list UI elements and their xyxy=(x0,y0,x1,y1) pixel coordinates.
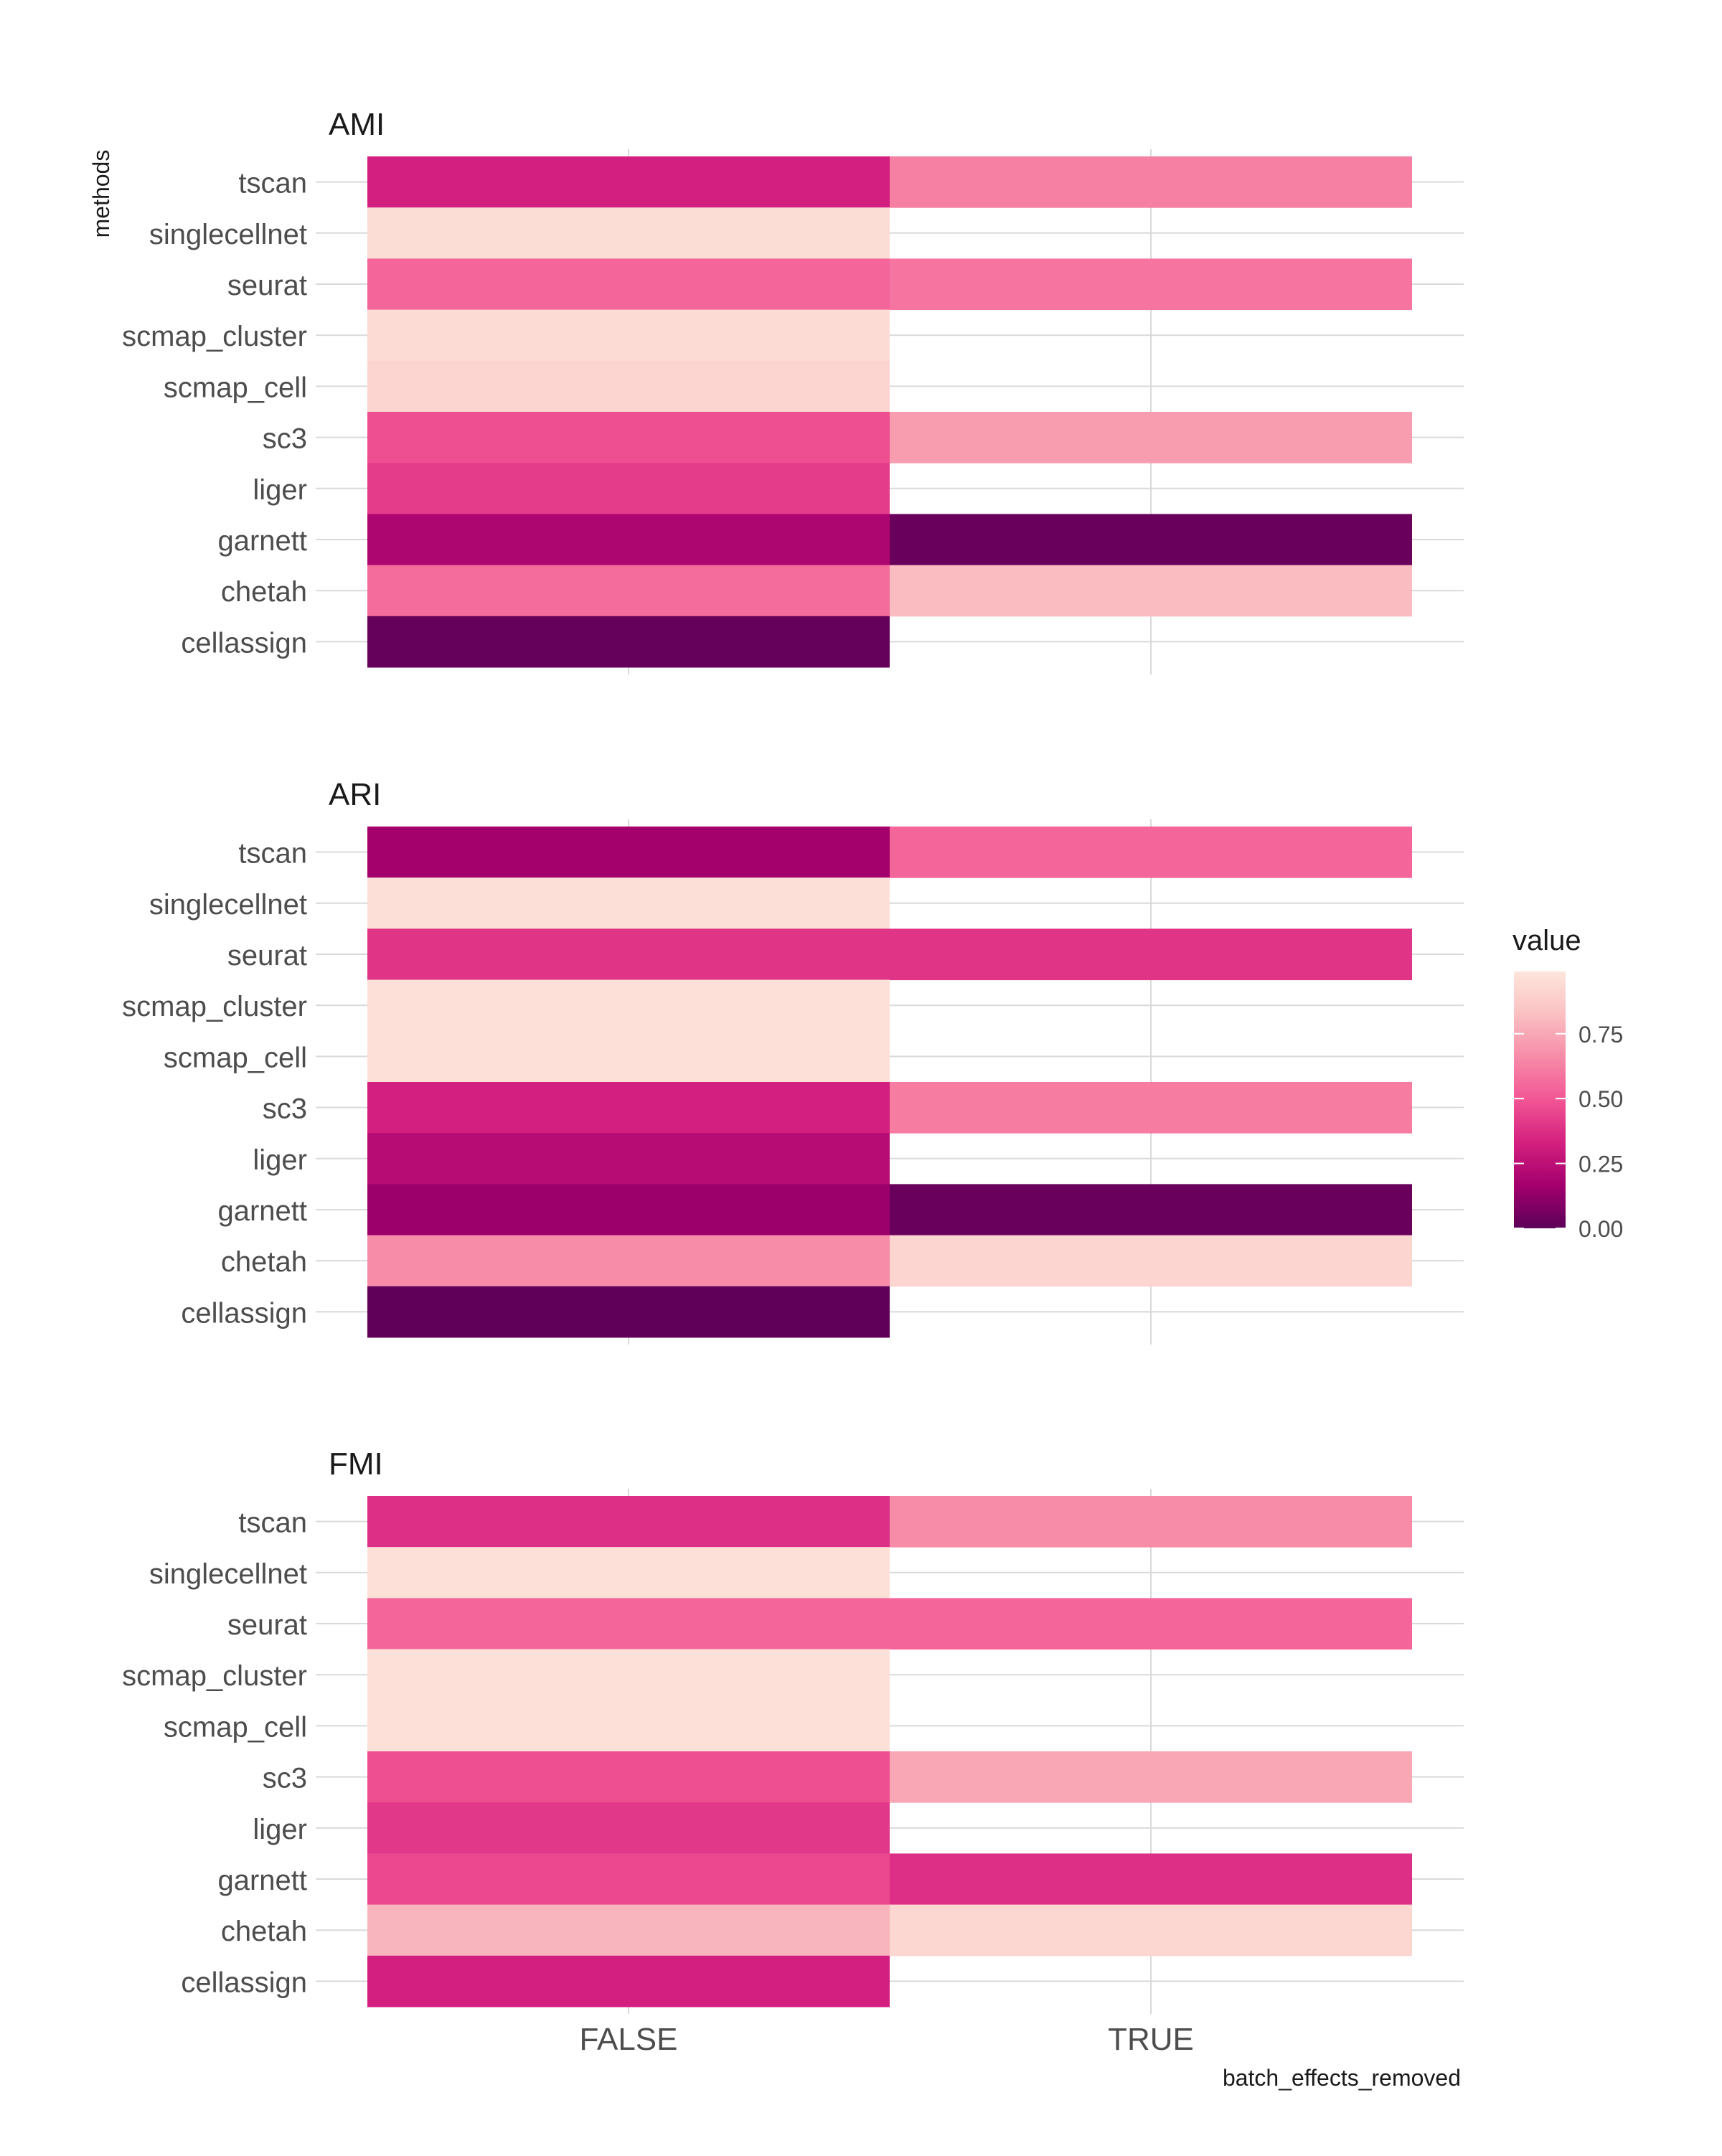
heatmap-cell xyxy=(367,1700,890,1752)
heatmap-cell xyxy=(890,1184,1412,1236)
heatmap-cell xyxy=(890,1904,1412,1957)
y-tick-label: scmap_cluster xyxy=(122,321,307,352)
heatmap-cell xyxy=(890,1235,1412,1287)
heatmap-cell xyxy=(367,1904,890,1957)
heatmap-cell xyxy=(367,1853,890,1906)
y-tick-label: singlecellnet xyxy=(149,219,307,250)
y-tick-label: seurat xyxy=(227,1609,307,1641)
x-tick-label: FALSE xyxy=(580,2022,678,2057)
legend-colorbar xyxy=(1514,971,1566,1228)
y-axis-title: methods xyxy=(88,150,114,238)
panel-title-ari: ARI xyxy=(329,777,381,812)
y-tick-label: scmap_cluster xyxy=(122,1660,307,1692)
legend-tick-label: 0.00 xyxy=(1578,1216,1623,1242)
y-tick-label: sc3 xyxy=(263,423,307,455)
heatmap-cell xyxy=(367,360,890,413)
y-tick-label: singlecellnet xyxy=(149,889,307,921)
y-tick-label: chetah xyxy=(221,1246,307,1278)
legend-tick-label: 0.75 xyxy=(1578,1022,1623,1048)
heatmap-cell xyxy=(367,1496,890,1548)
heatmap-cell xyxy=(890,156,1412,208)
y-tick-label: garnett xyxy=(217,1195,307,1227)
heatmap-cell xyxy=(367,979,890,1032)
y-tick-label: scmap_cell xyxy=(164,1042,307,1073)
panel-title-ami: AMI xyxy=(329,107,385,142)
y-tick-label: tscan xyxy=(238,1507,307,1539)
y-tick-label: cellassign xyxy=(181,627,307,659)
heatmap-cell xyxy=(890,565,1412,617)
heatmap-cell xyxy=(890,1496,1412,1548)
heatmap-cell xyxy=(367,616,890,668)
y-tick-label: liger xyxy=(253,474,307,506)
heatmap-cell xyxy=(367,207,890,259)
heatmap-cell xyxy=(367,1235,890,1287)
heatmap-cell xyxy=(890,928,1412,981)
y-tick-label: tscan xyxy=(238,838,307,870)
heatmap-cell xyxy=(367,1547,890,1599)
heatmap-cell xyxy=(367,1802,890,1854)
y-tick-label: liger xyxy=(253,1814,307,1845)
legend-title: value xyxy=(1512,925,1581,956)
heatmap-cell xyxy=(367,827,890,878)
y-tick-label: chetah xyxy=(221,1916,307,1947)
y-tick-label: singlecellnet xyxy=(149,1558,307,1590)
heatmap-cell xyxy=(890,258,1412,311)
y-tick-label: liger xyxy=(253,1144,307,1176)
y-tick-label: scmap_cell xyxy=(164,1711,307,1743)
y-tick-label: seurat xyxy=(227,270,307,301)
heatmap-cell xyxy=(367,463,890,514)
heatmap-cell xyxy=(367,1030,890,1083)
heatmap-cell xyxy=(367,309,890,362)
y-tick-label: tscan xyxy=(238,168,307,199)
heatmap-cell xyxy=(890,412,1412,463)
heatmap-cell xyxy=(890,1853,1412,1906)
heatmap-cell xyxy=(367,156,890,208)
heatmap-cell xyxy=(367,1286,890,1338)
panel-title-fmi: FMI xyxy=(329,1446,383,1482)
y-tick-label: garnett xyxy=(217,525,307,557)
heatmap-cell xyxy=(890,827,1412,878)
y-tick-label: scmap_cluster xyxy=(122,991,307,1022)
heatmap-cell xyxy=(367,514,890,566)
heatmap-cell xyxy=(367,928,890,981)
heatmap-cell xyxy=(367,1751,890,1803)
heatmap-cell xyxy=(367,1184,890,1236)
heatmap-cell xyxy=(367,258,890,311)
y-tick-label: cellassign xyxy=(181,1297,307,1329)
heatmap-cell xyxy=(367,1598,890,1650)
y-tick-label: cellassign xyxy=(181,1967,307,1998)
x-tick-label: TRUE xyxy=(1108,2022,1194,2057)
heatmap-cell xyxy=(367,1133,890,1185)
heatmap-cell xyxy=(367,1955,890,2007)
heatmap-cell xyxy=(367,1649,890,1701)
heatmap-cell xyxy=(367,565,890,617)
y-tick-label: scmap_cell xyxy=(164,372,307,403)
heatmap-cell xyxy=(890,1598,1412,1650)
y-tick-label: sc3 xyxy=(263,1093,307,1125)
legend-tick-label: 0.25 xyxy=(1578,1152,1623,1177)
heatmap-cell xyxy=(367,1082,890,1134)
heatmap-cell xyxy=(367,877,890,929)
y-tick-label: garnett xyxy=(217,1865,307,1896)
heatmap-cell xyxy=(890,1751,1412,1803)
heatmap-cell xyxy=(890,1082,1412,1134)
legend-tick-label: 0.50 xyxy=(1578,1086,1623,1112)
heatmap-cell xyxy=(890,514,1412,566)
y-tick-label: sc3 xyxy=(263,1763,307,1794)
heatmap-cell xyxy=(367,412,890,463)
y-tick-label: chetah xyxy=(221,576,307,608)
y-tick-label: seurat xyxy=(227,940,307,971)
x-axis-title: batch_effects_removed xyxy=(1223,2065,1461,2091)
